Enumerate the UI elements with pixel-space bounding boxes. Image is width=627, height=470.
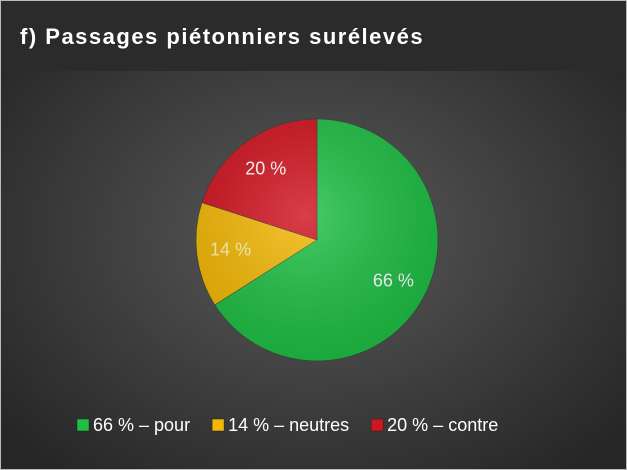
- legend-label: 20 % – contre: [387, 415, 498, 435]
- legend-swatch: [211, 418, 225, 432]
- data-label: 66 %: [373, 271, 414, 291]
- legend-swatch: [370, 418, 384, 432]
- pie: 66 % 14 % 20 %: [195, 118, 439, 362]
- legend-label: 66 % – pour: [93, 415, 190, 435]
- legend-label: 14 % – neutres: [228, 415, 349, 435]
- data-label: 14 %: [210, 240, 251, 260]
- chart-title: f) Passages piétonniers surélevés: [20, 24, 424, 49]
- legend: 66 % – pour 14 % – neutres 20 % – contre: [76, 415, 498, 435]
- title-bar: [1, 1, 626, 71]
- data-label: 20 %: [245, 158, 286, 178]
- legend-swatch: [76, 418, 90, 432]
